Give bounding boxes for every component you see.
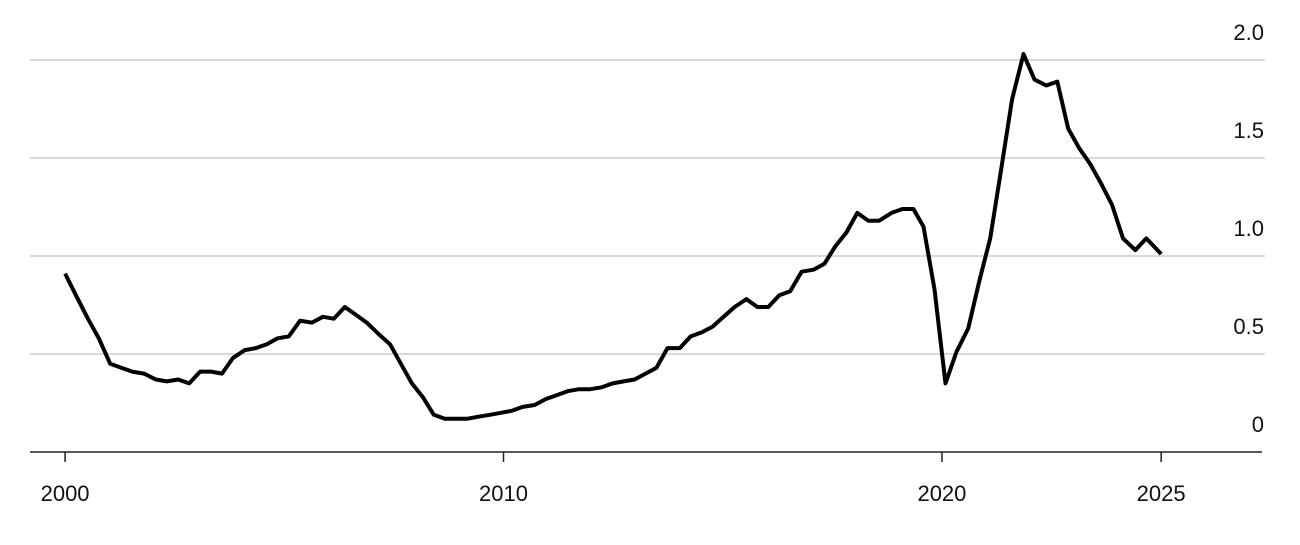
data-line bbox=[63, 52, 1163, 421]
y-tick-label: 1.0 bbox=[1233, 216, 1264, 241]
y-tick-label: 0.5 bbox=[1233, 314, 1264, 339]
x-tick-label: 2020 bbox=[917, 481, 966, 506]
y-tick-label: 2.0 bbox=[1233, 20, 1264, 45]
x-tick-label: 2000 bbox=[41, 481, 90, 506]
x-tick-label: 2010 bbox=[479, 481, 528, 506]
x-tick-label: 2025 bbox=[1137, 481, 1186, 506]
y-tick-label: 1.5 bbox=[1233, 118, 1264, 143]
y-tick-label: 0 bbox=[1252, 412, 1264, 437]
